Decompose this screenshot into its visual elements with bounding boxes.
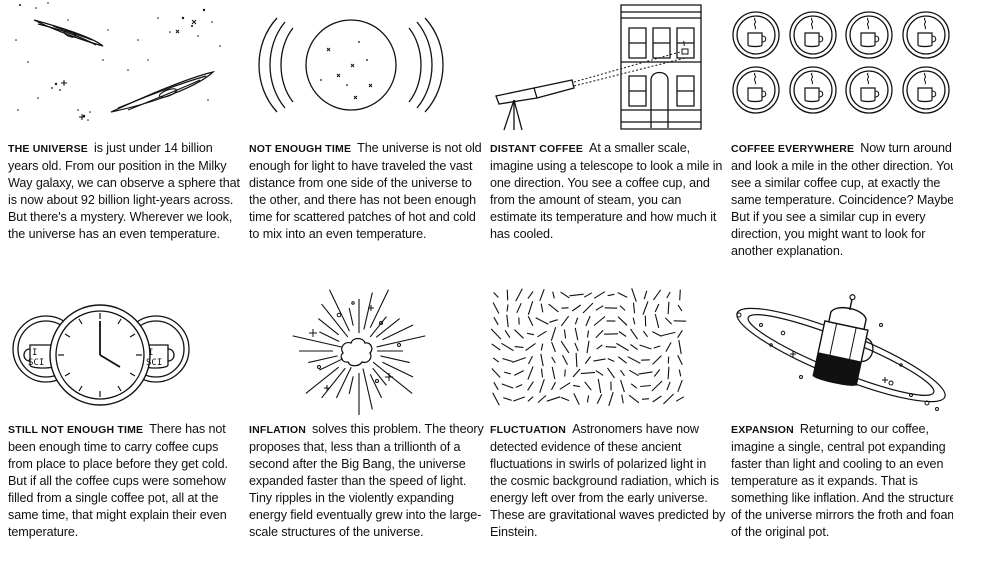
panel-text: COFFEE EVERYWHERE Now turn around and loo… [731,140,953,260]
panel-heading: THE UNIVERSE [8,143,88,155]
panel-heading: EXPANSION [731,424,794,436]
clock-coffee-cups-icon: I SCI I SCI [8,285,238,415]
panel-body: There has not been enough time to carry … [8,422,228,539]
expanding-coffee-pot-icon [731,285,953,417]
panel-body: At a smaller scale, imagine using a tele… [490,141,723,241]
panel-expansion: EXPANSION Returning to our coffee, imagin… [731,285,953,560]
panel-text: EXPANSION Returning to our coffee, imagin… [731,421,953,541]
galaxies-icon [15,2,221,121]
panel-body: solves this problem. The theory proposes… [249,422,484,539]
panel-heading: FLUCTUATION [490,424,567,436]
panel-body: is just under 14 billion years old. From… [8,141,240,241]
panel-text: NOT ENOUGH TIME The universe is not old e… [249,140,485,243]
telescope-building-icon [490,0,726,132]
panel-inflation: INFLATION solves this problem. The theory… [249,285,490,560]
panel-text: INFLATION solves this problem. The theory… [249,421,485,541]
panel-coffee-everywhere: COFFEE EVERYWHERE Now turn around and loo… [731,0,953,280]
panel-text: STILL NOT ENOUGH TIME There has not been … [8,421,244,541]
panel-not-enough-time: NOT ENOUGH TIME The universe is not old e… [249,0,490,270]
mug-text-right-line1: I [148,348,153,358]
universe-sphere-icon [249,0,479,130]
panel-fluctuation: FLUCTUATION Astronomers have now detected… [490,285,731,560]
big-bang-burst-icon [249,285,479,415]
panel-heading: NOT ENOUGH TIME [249,143,352,155]
panel-text: DISTANT COFFEE At a smaller scale, imagin… [490,140,726,243]
polarization-field-icon [490,285,700,413]
mug-text-left-line1: I [32,348,37,358]
panel-body: Returning to our coffee, imagine a singl… [731,422,953,539]
panel-text: FLUCTUATION Astronomers have now detected… [490,421,726,541]
panel-distant-coffee: DISTANT COFFEE At a smaller scale, imagin… [490,0,731,270]
panel-text: THE UNIVERSE is just under 14 billion yea… [8,140,244,243]
panel-body: The universe is not old enough for light… [249,141,482,241]
panel-heading: INFLATION [249,424,307,436]
coffee-cups-grid-icon [732,11,950,114]
mug-text-left-line2: SCI [28,358,44,368]
panel-the-universe: THE UNIVERSE is just under 14 billion yea… [8,0,249,270]
panel-body: Astronomers have now detected evidence o… [490,422,726,539]
panel-heading: COFFEE EVERYWHERE [731,143,855,155]
panel-still-not-enough-time: I SCI I SCI STILL NOT ENOUGH TIME There h… [8,285,249,560]
panel-heading: DISTANT COFFEE [490,143,584,155]
panel-body: Now turn around and look a mile in the o… [731,141,953,258]
panel-heading: STILL NOT ENOUGH TIME [8,424,144,436]
mug-text-right-line2: SCI [146,358,162,368]
